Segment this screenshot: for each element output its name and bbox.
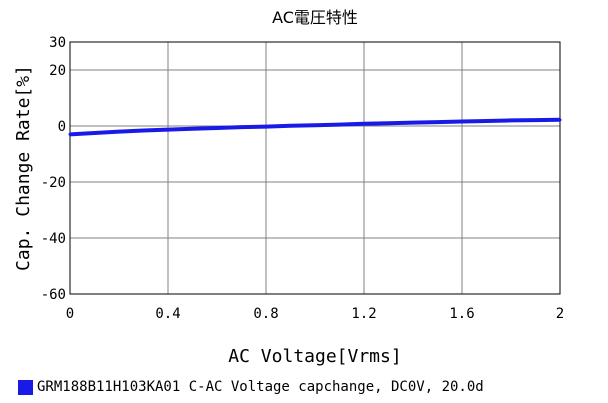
data-point — [240, 125, 243, 129]
y-tick-label: 20 — [49, 63, 66, 79]
data-point — [436, 120, 439, 124]
y-tick-label: -40 — [41, 231, 66, 247]
data-point — [68, 132, 72, 136]
x-tick-label: 1.6 — [449, 306, 474, 322]
chart-title: AC電圧特性 — [272, 8, 358, 27]
data-point — [289, 124, 292, 128]
data-point — [485, 119, 488, 123]
data-point — [411, 121, 415, 125]
data-point — [191, 127, 194, 131]
y-tick-label: 0 — [58, 119, 66, 135]
legend-label: GRM188B11H103KA01 C-AC Voltage capchange… — [37, 379, 484, 395]
legend: GRM188B11H103KA01 C-AC Voltage capchange… — [18, 377, 484, 397]
data-point — [509, 118, 513, 122]
data-point — [313, 123, 317, 127]
x-tick-label: 0.8 — [253, 306, 278, 322]
data-point — [264, 125, 268, 129]
data-point — [460, 120, 464, 124]
data-point — [215, 126, 219, 130]
data-point — [93, 131, 96, 135]
y-tick-label: -20 — [41, 175, 66, 191]
x-tick-label: 1.2 — [351, 306, 376, 322]
data-point — [362, 122, 366, 126]
x-tick-label: 0 — [66, 306, 74, 322]
data-point — [166, 128, 170, 132]
data-point — [338, 123, 341, 127]
x-tick-label: 2 — [556, 306, 564, 322]
plot-border — [69, 41, 561, 295]
data-point — [558, 118, 562, 122]
y-tick-label: -60 — [41, 287, 66, 303]
data-point — [142, 128, 145, 132]
data-point — [117, 130, 121, 134]
x-axis-label: AC Voltage[Vrms] — [228, 346, 401, 367]
y-tick-label: 30 — [49, 35, 66, 51]
x-tick-label: 0.4 — [155, 306, 180, 322]
data-point — [387, 121, 390, 125]
plot-area — [70, 42, 560, 294]
legend-swatch — [18, 379, 33, 395]
data-point — [534, 118, 537, 122]
y-axis-label: Cap. Change Rate[%] — [13, 65, 34, 271]
